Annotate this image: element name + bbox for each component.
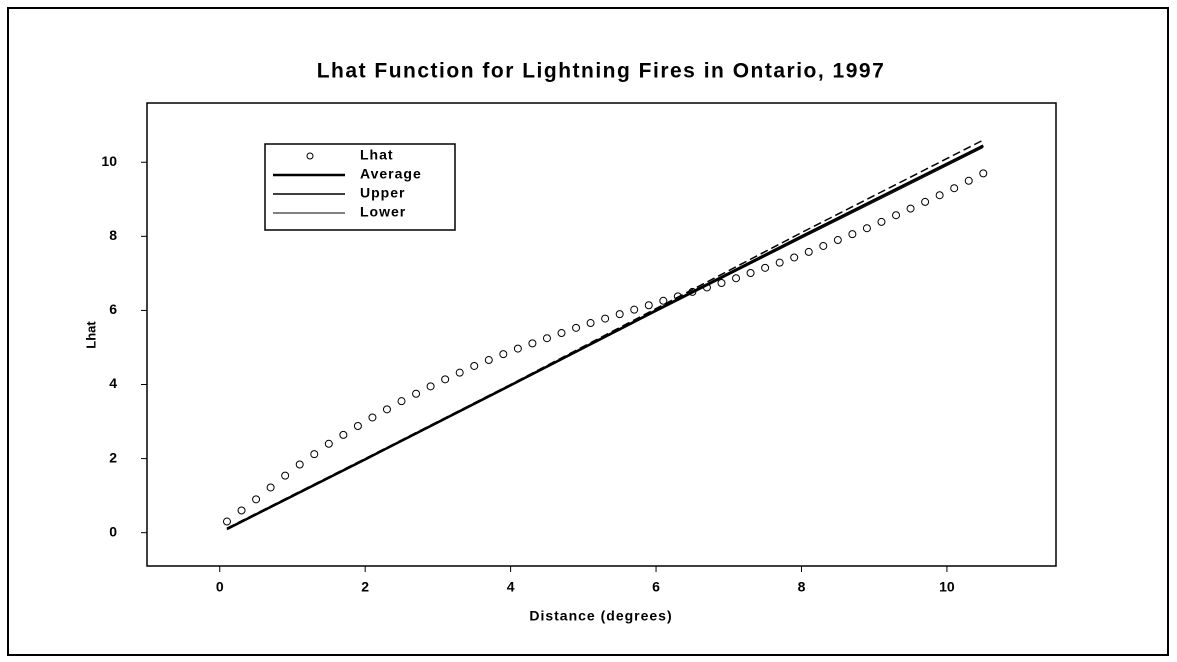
lhat-point xyxy=(732,274,741,283)
lhat-point xyxy=(644,301,653,310)
y-tick-label: 0 xyxy=(109,523,117,539)
legend-label: Lhat xyxy=(360,147,394,163)
lhat-point xyxy=(877,217,886,226)
lhat-point xyxy=(295,460,304,469)
plot-area xyxy=(146,102,1057,567)
lhat-point xyxy=(281,471,290,480)
lhat-point xyxy=(572,323,581,332)
lhat-point xyxy=(368,413,377,422)
x-tick-label: 8 xyxy=(798,579,806,595)
lhat-point xyxy=(339,430,348,439)
series-line xyxy=(226,139,984,529)
x-tick-label: 4 xyxy=(507,579,515,595)
lhat-point xyxy=(222,517,231,526)
lhat-point xyxy=(412,389,421,398)
lhat-point xyxy=(833,236,842,245)
lhat-point xyxy=(557,329,566,338)
x-tick-label: 10 xyxy=(939,579,955,595)
y-tick-label: 4 xyxy=(109,375,117,391)
lhat-point xyxy=(964,176,973,185)
legend-label: Average xyxy=(360,166,422,182)
chart-title: Lhat Function for Lightning Fires in Ont… xyxy=(317,60,886,83)
lhat-point xyxy=(542,334,551,343)
lhat-point xyxy=(513,344,522,353)
lhat-point xyxy=(528,339,537,348)
lhat-point xyxy=(761,263,770,272)
y-tick-label: 10 xyxy=(101,153,117,169)
lhat-point xyxy=(310,450,319,459)
y-tick-label: 6 xyxy=(109,301,117,317)
lhat-point xyxy=(717,279,726,288)
lhat-point xyxy=(601,314,610,323)
lhat-point xyxy=(470,361,479,370)
x-tick-label: 2 xyxy=(361,579,369,595)
lhat-point xyxy=(950,184,959,193)
legend-label: Lower xyxy=(360,204,406,220)
lhat-point xyxy=(237,506,246,515)
legend-label: Upper xyxy=(360,185,405,201)
series-line xyxy=(226,144,984,531)
lhat-point xyxy=(586,319,595,328)
y-tick-label: 8 xyxy=(109,227,117,243)
y-axis-label: Lhat xyxy=(83,321,98,349)
lhat-point xyxy=(906,204,915,213)
lhat-point xyxy=(659,296,668,305)
lhat-point xyxy=(382,405,391,414)
legend-marker xyxy=(306,152,314,160)
lhat-point xyxy=(499,350,508,359)
series-line xyxy=(226,147,984,531)
lhat-point xyxy=(353,421,362,430)
lhat-point xyxy=(848,230,857,239)
y-tick-label: 2 xyxy=(109,449,117,465)
lhat-point xyxy=(775,258,784,267)
legend-box xyxy=(264,143,456,231)
lhat-point xyxy=(790,253,799,262)
lhat-point xyxy=(935,191,944,200)
x-tick-label: 0 xyxy=(216,579,224,595)
lhat-point xyxy=(921,197,930,206)
lhat-point xyxy=(397,397,406,406)
lhat-point xyxy=(615,310,624,319)
x-tick-label: 6 xyxy=(652,579,660,595)
x-axis-label: Distance (degrees) xyxy=(529,608,672,624)
lhat-point xyxy=(455,368,464,377)
lhat-point xyxy=(892,211,901,220)
frame xyxy=(7,7,1169,656)
lhat-point xyxy=(441,375,450,384)
lhat-point xyxy=(804,247,813,256)
lhat-point xyxy=(819,241,828,250)
lhat-point xyxy=(862,224,871,233)
lhat-point xyxy=(266,483,275,492)
lhat-point xyxy=(426,382,435,391)
lhat-point xyxy=(746,269,755,278)
lhat-point xyxy=(252,495,261,504)
lhat-point xyxy=(324,439,333,448)
lhat-point xyxy=(630,305,639,314)
lhat-point xyxy=(979,169,988,178)
lhat-point xyxy=(484,356,493,365)
